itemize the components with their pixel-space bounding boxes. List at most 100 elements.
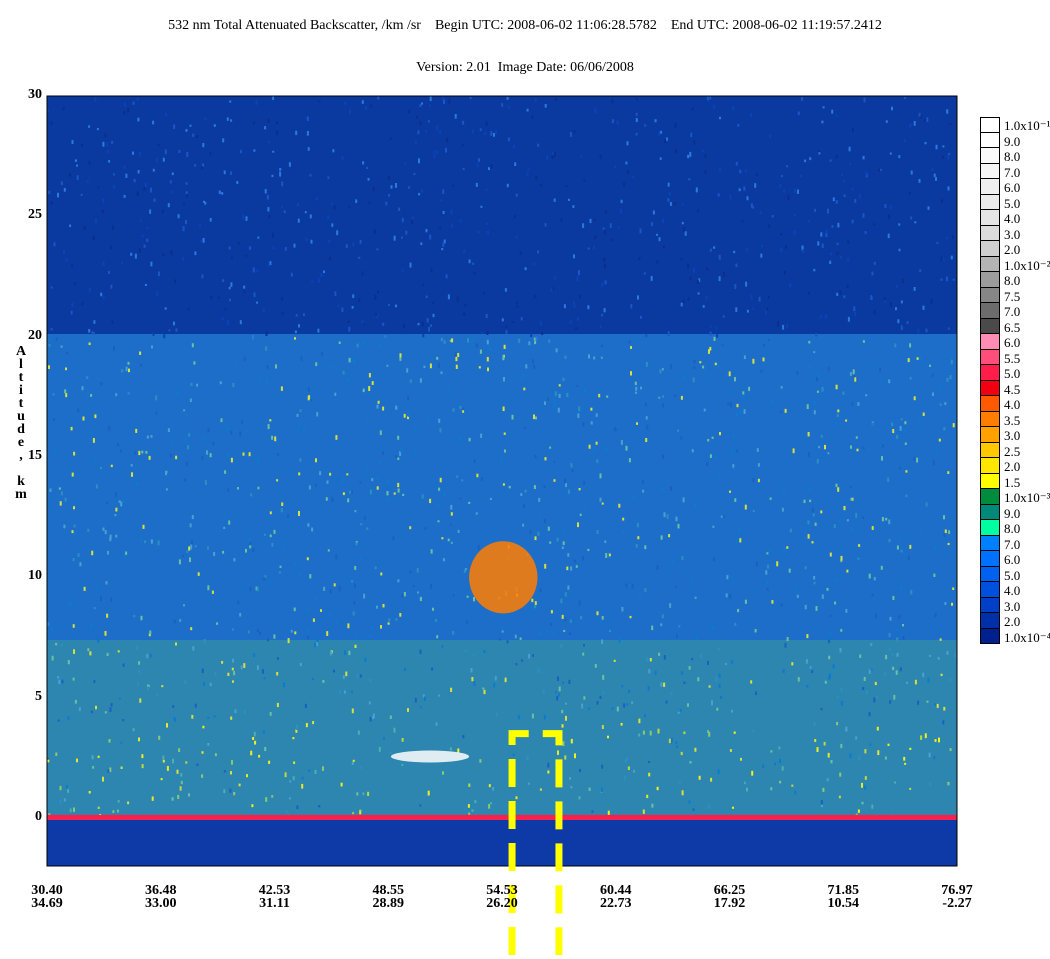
noise-speck (93, 320, 96, 324)
noise-speck (943, 515, 945, 520)
noise-speck (395, 405, 398, 410)
noise-speck (832, 664, 835, 669)
noise-speck (283, 210, 286, 214)
noise-speck (190, 627, 193, 631)
noise-speck (252, 334, 254, 340)
noise-speck (206, 450, 208, 455)
noise-speck (953, 653, 956, 658)
noise-speck (298, 511, 300, 516)
noise-speck (269, 261, 272, 266)
noise-speck (351, 690, 353, 694)
noise-speck (835, 422, 837, 426)
noise-speck (587, 305, 590, 310)
noise-speck (485, 313, 488, 319)
noise-speck (319, 471, 322, 476)
noise-speck (483, 689, 486, 695)
noise-speck (172, 705, 175, 708)
noise-speck (526, 172, 529, 177)
noise-speck (437, 363, 440, 368)
noise-speck (846, 519, 849, 522)
noise-speck (374, 566, 377, 570)
noise-speck (533, 365, 536, 369)
noise-speck (652, 210, 655, 215)
noise-speck (409, 262, 412, 268)
noise-speck (239, 149, 242, 154)
noise-speck (843, 194, 846, 198)
noise-speck (782, 668, 785, 674)
noise-speck (512, 144, 515, 149)
noise-speck (873, 309, 876, 315)
noise-speck (265, 331, 268, 336)
noise-speck (230, 119, 233, 122)
noise-speck (449, 523, 452, 526)
noise-speck (352, 242, 355, 246)
noise-speck (520, 317, 523, 321)
noise-speck (96, 127, 99, 131)
noise-speck (357, 730, 360, 735)
noise-speck (175, 328, 178, 332)
noise-speck (180, 780, 183, 785)
noise-speck (579, 295, 582, 299)
noise-speck (575, 327, 578, 330)
colorbar-swatch (980, 334, 1000, 350)
noise-speck (604, 280, 607, 285)
noise-speck (122, 500, 125, 503)
noise-speck (534, 604, 537, 609)
noise-speck (254, 740, 257, 745)
noise-speck (102, 295, 105, 300)
noise-speck (808, 291, 811, 295)
noise-speck (712, 525, 715, 528)
noise-speck (456, 475, 459, 478)
noise-speck (919, 114, 922, 119)
noise-speck (484, 132, 487, 136)
noise-speck (577, 413, 580, 418)
noise-speck (651, 803, 654, 808)
noise-speck (425, 130, 427, 133)
noise-speck (504, 677, 507, 683)
noise-speck (922, 412, 925, 416)
noise-speck (661, 614, 664, 619)
noise-speck (767, 295, 770, 299)
noise-speck (293, 243, 296, 248)
noise-speck (735, 307, 738, 312)
noise-speck (562, 377, 565, 382)
noise-speck (185, 761, 188, 764)
noise-speck (416, 115, 419, 119)
noise-speck (457, 529, 460, 533)
noise-speck (191, 343, 194, 348)
noise-speck (252, 737, 255, 740)
noise-speck (596, 611, 599, 616)
noise-speck (473, 597, 475, 602)
noise-speck (201, 668, 204, 674)
noise-speck (719, 116, 721, 120)
noise-speck (947, 186, 950, 191)
noise-speck (743, 355, 746, 360)
noise-speck (903, 139, 906, 143)
colorbar-label: 9.0 (1004, 505, 1021, 521)
noise-speck (594, 235, 597, 240)
noise-speck (175, 455, 178, 460)
noise-speck (277, 453, 280, 456)
noise-speck (533, 337, 536, 341)
noise-speck (551, 154, 554, 160)
noise-speck (622, 517, 625, 521)
noise-speck (554, 402, 557, 408)
noise-speck (614, 165, 617, 169)
noise-speck (152, 168, 155, 172)
noise-speck (329, 256, 331, 261)
noise-speck (948, 153, 951, 156)
noise-speck (842, 179, 845, 183)
noise-speck (100, 382, 103, 386)
noise-speck (830, 252, 833, 256)
noise-speck (919, 357, 922, 362)
noise-speck (752, 307, 755, 310)
noise-speck (668, 192, 671, 196)
noise-speck (628, 689, 631, 694)
noise-speck (538, 497, 541, 502)
noise-speck (904, 762, 907, 765)
noise-speck (326, 631, 329, 636)
noise-speck (438, 487, 441, 491)
noise-speck (865, 394, 868, 397)
noise-speck (690, 132, 693, 138)
